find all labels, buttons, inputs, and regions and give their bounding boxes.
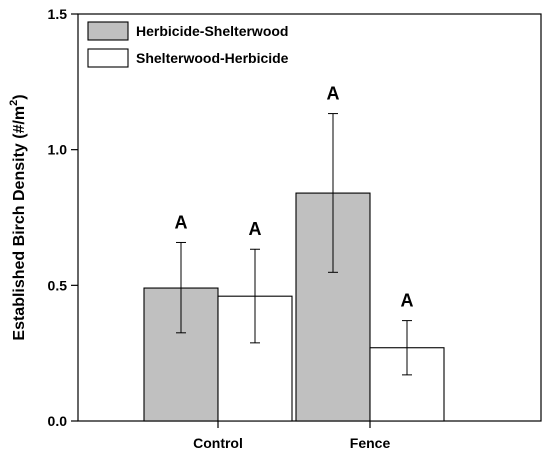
y-tick-label-0: 0.0 — [48, 413, 68, 429]
y-tick-label-1: 0.5 — [48, 277, 68, 293]
legend-label-0: Herbicide-Shelterwood — [136, 23, 288, 39]
bars — [143, 192, 445, 422]
y-axis-label-superscript: 2 — [8, 100, 20, 106]
legend-swatch-1 — [87, 48, 129, 68]
significance-letters: A A A A — [175, 84, 414, 311]
x-tick-label-1: Fence — [350, 435, 391, 451]
significance-letter-0-0: A — [175, 212, 188, 232]
significance-letter-0-1: A — [327, 84, 340, 104]
y-tick-label-2: 1.0 — [48, 142, 68, 158]
legend-label-1: Shelterwood-Herbicide — [136, 50, 289, 66]
significance-letter-1-0: A — [249, 219, 262, 239]
y-axis-label: Established Birch Density (#/m2) — [8, 94, 28, 340]
legend: Herbicide-Shelterwood Shelterwood-Herbici… — [87, 21, 289, 68]
significance-letter-1-1: A — [401, 291, 414, 311]
x-tick-label-0: Control — [193, 435, 243, 451]
y-axis-label-main: Established Birch Density (#/m — [11, 106, 28, 341]
legend-swatch-0 — [87, 21, 129, 41]
axes: 0.0 0.5 1.0 1.5 Control Fence Established Birc… — [8, 6, 390, 451]
error-bars — [176, 113, 412, 376]
y-axis-label-suffix: ) — [11, 94, 28, 99]
y-tick-label-3: 1.5 — [48, 6, 68, 22]
